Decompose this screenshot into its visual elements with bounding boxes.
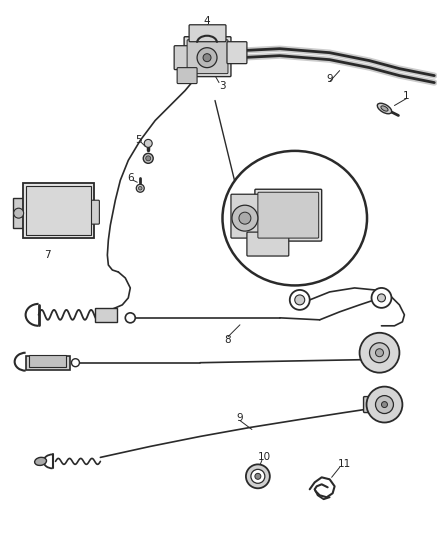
FancyBboxPatch shape [231,194,259,238]
Text: 1: 1 [403,91,410,101]
FancyBboxPatch shape [255,189,321,241]
Ellipse shape [35,457,46,465]
Circle shape [381,401,388,408]
FancyBboxPatch shape [23,183,95,238]
Circle shape [295,295,305,305]
Circle shape [136,184,144,192]
Circle shape [251,470,265,483]
Text: 3: 3 [219,80,225,91]
Text: 4: 4 [204,16,210,26]
Ellipse shape [377,103,392,114]
Circle shape [146,156,151,161]
FancyBboxPatch shape [174,46,192,70]
Circle shape [375,349,384,357]
Circle shape [360,333,399,373]
FancyBboxPatch shape [184,37,231,77]
Circle shape [138,187,142,190]
FancyBboxPatch shape [25,356,71,370]
Ellipse shape [381,106,388,111]
Text: 8: 8 [225,335,231,345]
FancyBboxPatch shape [189,25,226,42]
Circle shape [246,464,270,488]
FancyBboxPatch shape [177,68,197,84]
Bar [13,198,25,228]
Text: 9: 9 [237,413,243,423]
Circle shape [239,212,251,224]
Ellipse shape [223,151,367,286]
Circle shape [371,288,392,308]
Circle shape [144,140,152,148]
Circle shape [375,395,393,414]
FancyBboxPatch shape [25,186,92,235]
Circle shape [14,208,24,218]
Circle shape [143,154,153,163]
Text: 9: 9 [326,74,333,84]
Text: 2: 2 [237,51,243,61]
Text: 5: 5 [135,135,141,146]
Circle shape [367,386,403,423]
Text: 7: 7 [44,250,51,260]
Text: 11: 11 [338,459,351,470]
Circle shape [197,47,217,68]
Circle shape [71,359,79,367]
Circle shape [370,343,389,362]
Circle shape [232,205,258,231]
Circle shape [203,54,211,62]
Circle shape [378,294,385,302]
FancyBboxPatch shape [258,192,319,238]
Text: 10: 10 [258,453,272,463]
Circle shape [255,473,261,479]
FancyBboxPatch shape [187,40,228,74]
Circle shape [290,290,310,310]
FancyBboxPatch shape [247,232,289,256]
Text: 6: 6 [127,173,134,183]
Circle shape [125,313,135,323]
FancyBboxPatch shape [95,308,117,322]
FancyBboxPatch shape [364,397,388,413]
Circle shape [103,314,111,322]
FancyBboxPatch shape [227,42,247,63]
FancyBboxPatch shape [28,355,67,367]
FancyBboxPatch shape [89,200,99,224]
